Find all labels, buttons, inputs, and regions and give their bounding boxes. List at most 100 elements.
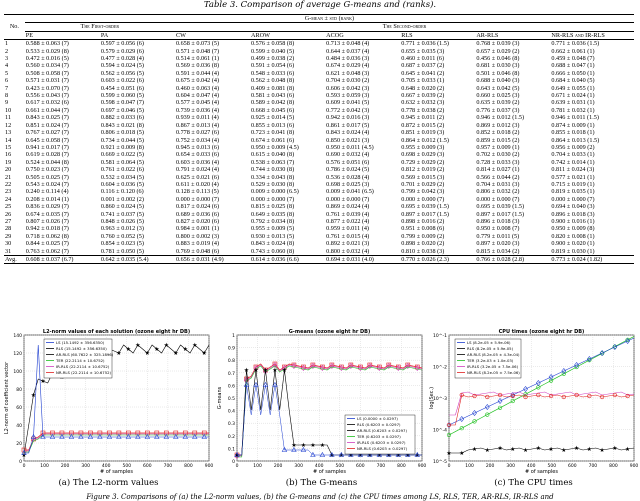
table-cell: 0.897 ± 0.017 (1.5) [401, 210, 449, 218]
ter-line-marker [587, 358, 592, 363]
ar-rls-line-marker: ★ [192, 342, 197, 349]
table-cell: 0.690 ± 0.032 (4) [326, 151, 370, 159]
table-cell: 0.000 ± 0.000 (7) [551, 195, 595, 203]
table-row: 28 0.942 ± 0.018 (7) 0.963 ± 0.012 (3) 0.98… [4, 225, 634, 232]
avg-label: Avg. [4, 254, 25, 265]
column-header: AR-RLS [476, 31, 499, 39]
table-cell: 0.688 ± 0.040 (3) [476, 77, 520, 85]
x-tick-label: 600 [568, 463, 577, 469]
table-cell: 0.882 ± 0.033 (6) [100, 114, 144, 122]
table-cell: 0.460 ± 0.063 (4) [175, 84, 220, 92]
y-tick-label: 0.6 [228, 383, 235, 389]
table-cell: 0.772 ± 0.042 (3) [326, 106, 370, 114]
y-tick-label: 0.9 [228, 346, 235, 352]
table-cell: 0.874 ± 0.009 (1) [551, 121, 595, 129]
rls-line-marker: ★ [263, 367, 268, 374]
table-cell: 0.639 ± 0.031 (1) [551, 99, 595, 107]
column-header: NR-RLS and IR-RLS [551, 31, 605, 39]
table-row: 8 0.556 ± 0.043 (7) 0.599 ± 0.060 (5) 0.604… [4, 92, 634, 99]
rls-line-marker: ★ [310, 442, 315, 449]
ar-rls-line-marker: ★ [497, 445, 502, 452]
ls-line-marker [535, 380, 541, 386]
table-cell: 0.514 ± 0.061 (1) [175, 55, 220, 63]
y-tick-label: 0.1 [228, 446, 235, 452]
y-tick-label: 0.7 [228, 371, 235, 377]
ls-line-marker [106, 433, 113, 439]
table-cell: 0.599 ± 0.060 (5) [100, 92, 144, 100]
table-cell: 0.000 ± 0.000 (7) [251, 195, 295, 203]
table-body: 1 0.588 ± 0.063 (7) 0.597 ± 0.056 (6) 0.658… [4, 39, 634, 256]
table-cell: 0.657 ± 0.029 (2) [476, 47, 520, 55]
x-tick-label: 300 [294, 463, 303, 469]
column-header: PE [25, 31, 33, 39]
table-row: 6 0.571 ± 0.031 (7) 0.603 ± 0.022 (6) 0.675… [4, 77, 634, 84]
table-cell: 0.645 ± 0.041 (2) [401, 69, 445, 77]
table-cell: 0.009 ± 0.041 (6.5) [326, 188, 374, 196]
table-cell: 0.877 ± 0.022 (4) [326, 217, 370, 225]
row-number: 22 [5, 180, 12, 188]
table-cell: 0.942 ± 0.018 (7) [25, 225, 69, 233]
table-row: 30 0.844 ± 0.025 (7) 0.854 ± 0.023 (5) 0.88… [4, 240, 634, 247]
column-header: RLS [401, 31, 413, 39]
rls-line-marker: ★ [253, 367, 258, 374]
x-tick-label: 700 [589, 463, 598, 469]
ls-line-marker [599, 350, 605, 356]
table-row: 13 0.767 ± 0.027 (7) 0.806 ± 0.018 (5) 0.77… [4, 129, 634, 136]
y-tick-label: 10^-1 [433, 333, 447, 339]
rls-line-marker: ★ [367, 452, 372, 459]
table-cell: 0.644 ± 0.037 (4) [326, 47, 370, 55]
ls-line-marker [262, 381, 269, 387]
ls-line-marker [78, 433, 84, 439]
rls-line-marker: ★ [329, 452, 334, 459]
ls-line-marker [497, 398, 503, 404]
legend-entry: LS (8.2e-05 ± 5.9e-06) [467, 340, 511, 345]
table-cell: 0.778 ± 0.038 (2) [401, 106, 445, 114]
table-cell: 0.843 ± 0.024 (8) [251, 240, 295, 248]
table-cell: 0.009 ± 0.000 (6.5) [251, 188, 299, 196]
table-cell: 0.781 ± 0.050 (5) [100, 247, 144, 255]
table-cell: 0.786 ± 0.024 (5) [326, 166, 370, 174]
ar-rls-line-marker: ★ [154, 346, 159, 353]
table-cell: 0.562 ± 0.056 (5) [100, 69, 144, 77]
nr-rls-line-marker [485, 394, 490, 400]
plot-title: L2-norm values of each solution (ozone e… [43, 329, 190, 335]
x-tick-label: 0 [448, 463, 451, 469]
ls-line-marker [357, 451, 364, 457]
table-cell: 0.675 ± 0.042 (4) [175, 77, 220, 85]
table-row: 21 0.505 ± 0.025 (7) 0.532 ± 0.034 (5) 0.62… [4, 174, 634, 181]
table-cell: 0.852 ± 0.018 (2) [476, 129, 520, 137]
table-cell: 0.827 ± 0.020 (6) [175, 217, 220, 225]
table-cell: 0.771 ± 0.036 (1.5) [400, 39, 476, 48]
x-tick-label: 600 [356, 463, 365, 469]
table-cell: 0.459 ± 0.048 (7) [551, 55, 595, 63]
rls-line-marker: ★ [291, 442, 296, 449]
legend-entry: LS (0.0000 ± 0.0297) [357, 416, 398, 421]
ls-line-marker [348, 451, 354, 457]
row-number: 8 [5, 92, 9, 100]
table-cell: 0.589 ± 0.042 (8) [251, 99, 295, 107]
ls-line-marker [144, 433, 151, 439]
table-cell: 0.925 ± 0.014 (5) [251, 114, 295, 122]
table-cell: 0.604 ± 0.047 (4) [175, 92, 220, 100]
table-cell: 0.769 ± 0.048 (6) [175, 247, 220, 255]
table-cell: 0.609 ± 0.041 (5) [326, 99, 370, 107]
table-cell: 0.704 ± 0.033 (1) [551, 151, 595, 159]
avg-cell: 0.608 ± 0.037 (6.7) [24, 254, 100, 265]
y-axis-label: log(Sec.) [429, 387, 435, 409]
table-cell: 0.955 ± 0.009 (5) [251, 225, 295, 233]
legend-entry: LS (15.1492 ± 356.6350) [56, 340, 105, 345]
table-cell: 0.851 ± 0.024 (7) [25, 121, 69, 129]
y-tick-label: 1 [232, 333, 235, 339]
table-cell: 0.566 ± 0.044 (2) [476, 173, 520, 181]
table-row: 12 0.851 ± 0.024 (7) 0.843 ± 0.021 (8) 0.86… [4, 122, 634, 129]
y-tick-label: 0 [19, 459, 22, 465]
table-cell: 0.603 ± 0.036 (4) [175, 158, 220, 166]
table-cell: 0.761 ± 0.015 (4) [326, 232, 370, 240]
row-number: 31 [5, 247, 12, 255]
y-tick-label: 80 [16, 387, 22, 393]
table-cell: 0.843 ± 0.024 (4) [326, 129, 370, 137]
x-tick-label: 200 [486, 463, 495, 469]
table-cell: 0.208 ± 0.014 (1) [25, 195, 69, 203]
x-tick-label: 500 [547, 463, 556, 469]
ls-line-marker [243, 381, 250, 387]
